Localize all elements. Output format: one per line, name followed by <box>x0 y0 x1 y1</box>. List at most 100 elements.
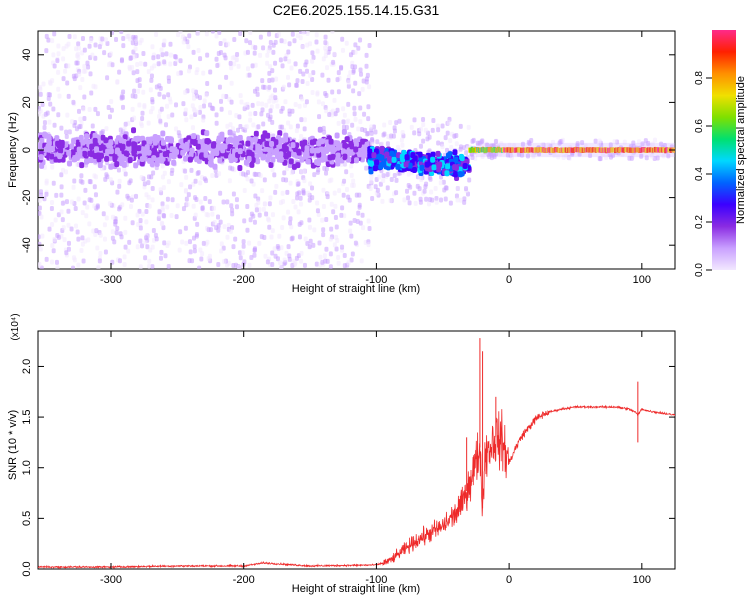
heatmap-cell-sparse <box>82 116 87 122</box>
heatmap-cell <box>57 153 63 160</box>
heatmap-cell-sparse <box>198 180 203 186</box>
heatmap-cell-sparse <box>174 102 179 108</box>
heatmap-cell-sparse <box>57 93 62 99</box>
heatmap-cell-sparse <box>129 203 134 209</box>
heatmap-cell-sparse <box>93 231 98 237</box>
heatmap-cell-sparse <box>274 183 279 189</box>
heatmap-cell-sparse <box>332 242 337 248</box>
heatmap-cell-sparse <box>115 79 120 85</box>
heatmap-cell-sparse <box>375 187 380 193</box>
heatmap-cell-sparse <box>170 197 175 203</box>
heatmap-cell-sparse <box>50 243 55 249</box>
heatmap-cell-sparse <box>218 219 223 225</box>
heatmap-cell-sparse <box>448 200 453 206</box>
heatmap-cell-sparse <box>286 209 291 215</box>
heatmap-cell-sparse <box>662 143 667 149</box>
heatmap-cell-sparse <box>471 137 476 143</box>
heatmap-cell-sparse <box>287 41 292 47</box>
heatmap-cell <box>395 163 401 170</box>
heatmap-cell <box>335 156 341 163</box>
heatmap-cell-sparse <box>59 192 64 198</box>
heatmap-cell-sparse <box>270 228 275 234</box>
heatmap-cell-sparse <box>261 45 266 51</box>
heatmap-cell-sparse <box>40 101 45 107</box>
heatmap-cell-sparse <box>221 199 226 205</box>
heatmap-cell-sparse <box>132 54 137 60</box>
heatmap-cell-sparse <box>314 32 319 38</box>
heatmap-cell-sparse <box>440 123 445 129</box>
heatmap-cell <box>229 137 235 144</box>
colorbar-tick-label: 0.4 <box>694 167 705 181</box>
heatmap-cell <box>237 165 243 172</box>
heatmap-cell-sparse <box>382 122 387 128</box>
heatmap-cell-sparse <box>427 148 432 154</box>
heatmap-cell-sparse <box>267 77 272 83</box>
heatmap-cell-sparse <box>256 199 261 205</box>
heatmap-cell-sparse <box>197 95 202 101</box>
heatmap-cell <box>112 153 118 160</box>
heatmap-cell-sparse <box>56 112 61 118</box>
heatmap-cell-sparse <box>184 117 189 123</box>
heatmap-cell-sparse <box>117 258 122 264</box>
heatmap-cell <box>87 150 93 157</box>
heatmap-cell-sparse <box>228 60 233 66</box>
heatmap-cell-sparse <box>295 195 300 201</box>
heatmap-cell-sparse <box>166 240 171 246</box>
heatmap-cell <box>250 157 256 164</box>
heatmap-cell-sparse <box>245 49 250 55</box>
heatmap-cell-sparse <box>311 242 316 248</box>
heatmap-cell-sparse <box>66 93 71 99</box>
heatmap-cell-sparse <box>368 185 373 191</box>
heatmap-cell-sparse <box>150 44 155 50</box>
heatmap-cell-sparse <box>44 33 49 39</box>
heatmap-cell-sparse <box>315 48 320 54</box>
heatmap-cell-sparse <box>342 252 347 258</box>
y-tick-label: 2.0 <box>21 359 33 374</box>
heatmap-cell-sparse <box>189 167 194 173</box>
heatmap-cell-sparse <box>166 75 171 81</box>
heatmap-cell-sparse <box>75 162 80 168</box>
heatmap-cell <box>278 156 284 163</box>
heatmap-cell-sparse <box>270 167 275 173</box>
heatmap-cell-sparse <box>151 55 156 61</box>
heatmap-cell-sparse <box>55 58 60 64</box>
heatmap-cell-sparse <box>92 203 97 209</box>
heatmap-cell-sparse <box>409 124 414 130</box>
heatmap-cell-sparse <box>194 231 199 237</box>
heatmap-cell-sparse <box>66 63 71 69</box>
heatmap-cell-sparse <box>436 127 441 133</box>
heatmap-cell-sparse <box>52 31 57 37</box>
y-tick-label: 40 <box>21 49 33 61</box>
heatmap-cell-sparse <box>454 193 459 199</box>
heatmap-cell-sparse <box>299 117 304 123</box>
colorbar-tick-label: 0.6 <box>694 119 705 133</box>
heatmap-cell-sparse <box>241 171 246 177</box>
heatmap-cell-sparse <box>38 205 42 211</box>
heatmap-cell-sparse <box>440 144 445 150</box>
heatmap-cell-sparse <box>38 241 42 247</box>
heatmap-cell-sparse <box>277 233 282 239</box>
heatmap-cell-sparse <box>64 199 69 205</box>
heatmap-cell-sparse <box>231 244 236 250</box>
heatmap-cell <box>220 147 226 154</box>
heatmap-cell-sparse <box>238 31 243 36</box>
heatmap-cell-sparse <box>104 215 109 221</box>
heatmap-cell-sparse <box>421 117 426 123</box>
heatmap-cell-sparse <box>340 205 345 211</box>
heatmap-cell-sparse <box>340 244 345 250</box>
heatmap-cell-sparse <box>117 178 122 184</box>
heatmap-cell-sparse <box>185 39 190 45</box>
heatmap-cell-sparse <box>295 78 300 84</box>
x-tick-label: -100 <box>365 274 387 286</box>
heatmap-cell <box>403 161 409 168</box>
heatmap-cell-sparse <box>299 250 304 256</box>
heatmap-cell-sparse <box>142 104 147 110</box>
heatmap-cell-sparse <box>181 206 186 212</box>
heatmap-cell-sparse <box>245 176 250 182</box>
heatmap-cell-sparse <box>246 66 251 72</box>
heatmap-cell-sparse <box>122 126 127 132</box>
heatmap-cell-sparse <box>281 177 286 183</box>
heatmap-cell-sparse <box>512 143 517 149</box>
heatmap-cell-sparse <box>507 142 512 148</box>
heatmap-cell-sparse <box>297 221 302 227</box>
